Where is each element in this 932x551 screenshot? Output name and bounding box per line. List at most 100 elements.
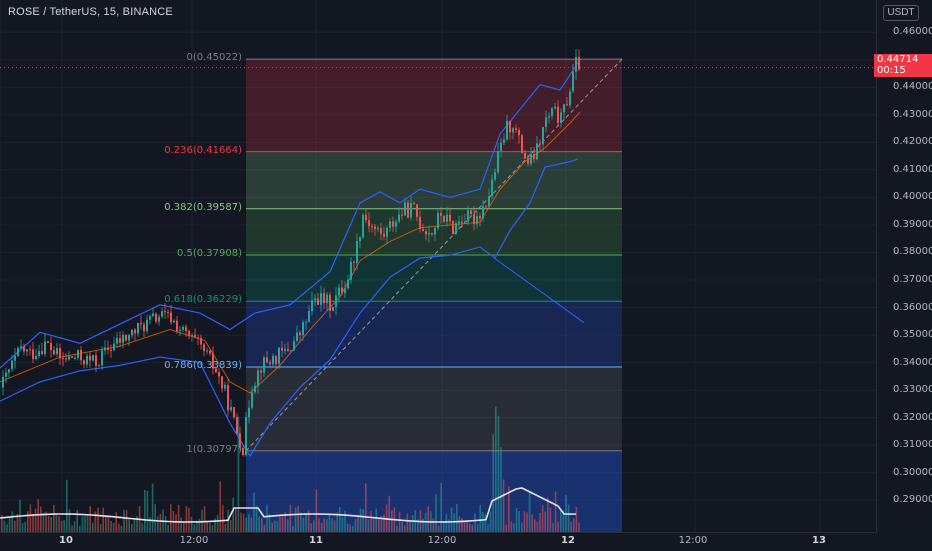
volume-bar xyxy=(86,515,89,532)
candle-body xyxy=(467,210,469,222)
candle-body xyxy=(452,221,454,235)
candle-body xyxy=(35,356,37,360)
candle-body xyxy=(572,71,574,92)
volume-bar xyxy=(508,486,510,532)
candle-body xyxy=(269,362,271,365)
price-axis[interactable] xyxy=(876,0,932,532)
volume-bar xyxy=(352,525,354,532)
volume-bar xyxy=(97,507,99,532)
price-tick-label: 0.43000 xyxy=(893,108,932,120)
candle-body xyxy=(416,204,418,217)
candle-body xyxy=(8,369,10,373)
price-tick-label: 0.41000 xyxy=(893,163,932,175)
time-axis[interactable] xyxy=(0,532,876,551)
candle-body xyxy=(353,261,355,263)
candle-body xyxy=(185,326,187,331)
candle-body xyxy=(389,221,391,228)
volume-bar xyxy=(391,510,393,532)
volume-bar xyxy=(32,513,34,532)
candle-body xyxy=(323,293,325,304)
candle-body xyxy=(464,221,466,223)
volume-bar xyxy=(198,518,201,532)
volume-bar xyxy=(554,491,557,532)
volume-bar xyxy=(305,512,307,532)
volume-bar xyxy=(567,504,570,532)
volume-bar xyxy=(346,523,349,532)
volume-bar xyxy=(276,521,279,532)
candle-body xyxy=(476,216,478,225)
volume-bar xyxy=(536,522,539,532)
candle-body xyxy=(470,210,472,214)
candle-body xyxy=(233,407,235,418)
candle-body xyxy=(221,376,223,389)
volume-bar xyxy=(281,515,284,532)
candle-body xyxy=(473,213,475,225)
candle-body xyxy=(356,241,358,263)
volume-bar xyxy=(349,524,351,532)
volume-bar xyxy=(448,519,450,532)
volume-bar xyxy=(183,520,185,532)
volume-bar xyxy=(271,522,273,532)
volume-bar xyxy=(463,522,466,532)
volume-bar xyxy=(185,506,188,532)
candle-body xyxy=(215,368,217,373)
candle-body xyxy=(434,228,436,235)
candle-body xyxy=(230,407,232,411)
volume-bar xyxy=(289,504,292,532)
candle-body xyxy=(497,151,499,173)
fib-label-3: 0.5(0.37908) xyxy=(176,248,242,260)
volume-bar xyxy=(89,506,91,532)
candle-body xyxy=(134,329,136,334)
time-tick-label: 12:00 xyxy=(427,535,457,546)
volume-bar xyxy=(34,508,37,532)
volume-bar xyxy=(297,505,299,532)
candle-body xyxy=(80,350,82,361)
candle-body xyxy=(377,228,379,230)
volume-bar xyxy=(81,516,84,532)
fib-zone-5 xyxy=(246,367,622,451)
volume-bar xyxy=(261,518,263,532)
candle-body xyxy=(362,215,364,238)
volume-bar xyxy=(328,514,331,532)
candle-body xyxy=(2,376,4,388)
price-tick-label: 0.33000 xyxy=(893,384,932,396)
candle-body xyxy=(119,337,121,343)
candle-body xyxy=(266,357,268,363)
volume-bar xyxy=(469,523,471,532)
volume-bar xyxy=(489,511,492,532)
volume-bar xyxy=(578,522,580,532)
candle-body xyxy=(332,306,334,311)
volume-bar xyxy=(458,516,461,532)
candle-body xyxy=(560,112,562,123)
volume-bar xyxy=(505,524,507,532)
volume-bar xyxy=(232,497,234,532)
candle-body xyxy=(374,226,376,230)
volume-bar xyxy=(398,511,401,532)
candle-body xyxy=(458,221,460,224)
volume-bar xyxy=(497,415,500,532)
volume-bar xyxy=(222,505,224,532)
volume-bar xyxy=(443,521,445,532)
candle-body xyxy=(305,321,307,323)
volume-bar xyxy=(557,521,559,532)
candle-body xyxy=(251,392,253,408)
candle-body xyxy=(101,350,103,366)
volume-bar xyxy=(29,504,32,532)
volume-ma-line xyxy=(0,487,577,523)
candle-body xyxy=(344,288,346,293)
candle-body xyxy=(341,287,343,293)
volume-bar xyxy=(107,515,110,532)
price-tick-label: 0.42000 xyxy=(893,136,932,148)
currency-unit-badge[interactable]: USDT xyxy=(883,5,919,21)
candle-body xyxy=(68,356,70,360)
volume-bar xyxy=(240,512,242,532)
volume-bar xyxy=(341,516,344,532)
candle-body xyxy=(20,346,22,348)
candle-body xyxy=(236,417,238,434)
volume-bar xyxy=(125,510,128,532)
volume-bar xyxy=(115,512,117,532)
volume-bar xyxy=(492,434,494,532)
candle-body xyxy=(74,357,76,359)
time-tick-label: 13 xyxy=(812,535,826,546)
